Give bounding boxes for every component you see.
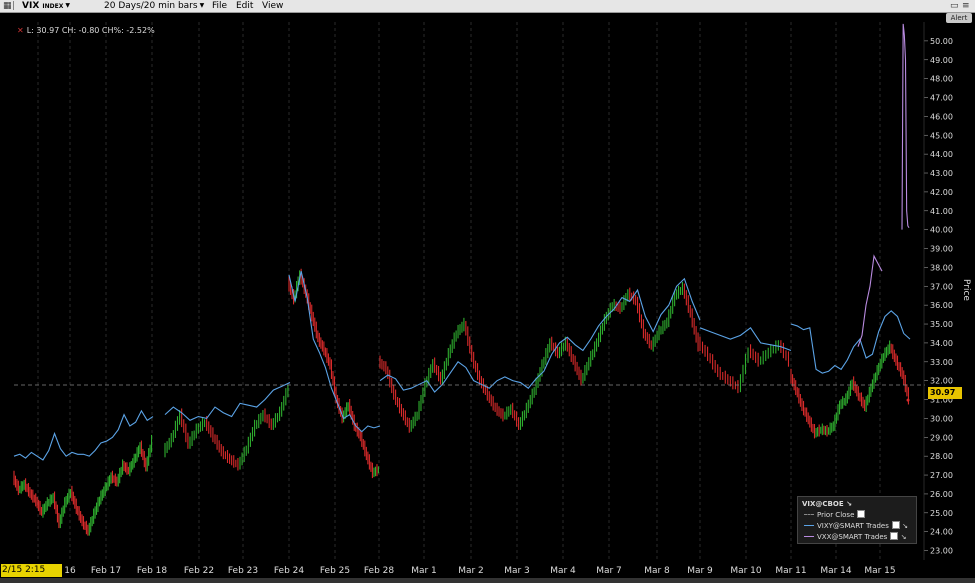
y-tick-label: 31.00 xyxy=(930,396,953,405)
symbol-selector[interactable]: VIX INDEX ▼ xyxy=(22,0,70,13)
toolbar: ▦ | VIX INDEX ▼ 20 Days/20 min bars ▼ File… xyxy=(0,0,975,13)
y-tick-label: 44.00 xyxy=(930,150,953,159)
y-tick-label: 34.00 xyxy=(930,339,953,348)
x-tick-label: Mar 15 xyxy=(864,566,895,576)
x-tick-label: Mar 10 xyxy=(730,566,762,576)
x-tick-label: Feb 25 xyxy=(320,566,350,576)
timeframe-selector[interactable]: 20 Days/20 min bars ▼ xyxy=(104,0,204,12)
checkbox-icon[interactable] xyxy=(857,510,866,518)
status-bar xyxy=(0,578,975,583)
vixy-series-line xyxy=(699,327,792,351)
checkbox-icon[interactable] xyxy=(891,521,900,529)
chevron-down-icon: ▼ xyxy=(65,2,70,9)
legend-label: Prior Close xyxy=(817,511,855,519)
legend-label: VIXY@SMART Trades xyxy=(817,522,889,530)
legend-title-text: VIX@CBOE xyxy=(802,500,844,508)
legend-swatch xyxy=(804,525,814,526)
y-tick-label: 36.00 xyxy=(930,301,953,310)
symbol-suffix: INDEX xyxy=(42,3,64,10)
y-tick-label: 29.00 xyxy=(930,433,953,442)
menu-view[interactable]: View xyxy=(262,1,284,11)
cursor-icon[interactable]: ↘ xyxy=(900,533,907,541)
y-tick-label: 50.00 xyxy=(930,37,953,46)
legend-swatch xyxy=(804,514,814,515)
y-tick-label: 46.00 xyxy=(930,112,953,121)
separator: | xyxy=(12,1,16,11)
last-price-tag: 30.97 xyxy=(928,387,962,399)
timeframe-label: 20 Days/20 min bars xyxy=(104,1,198,11)
y-tick-label: 40.00 xyxy=(930,226,953,235)
x-tick-label: Mar 7 xyxy=(596,566,622,576)
grid-icon[interactable]: ▦ xyxy=(3,1,12,11)
price-readout: ✕ L: 30.97 CH: -0.80 CH%: -2.52% xyxy=(17,26,155,35)
symbol-label: VIX xyxy=(22,1,40,11)
alert-button[interactable]: Alert xyxy=(946,13,972,23)
x-tick-label: Mar 14 xyxy=(820,566,852,576)
x-tick-label: Mar 1 xyxy=(411,566,437,576)
legend-item-vxx[interactable]: VXX@SMART Trades ↘ xyxy=(804,532,906,542)
y-tick-label: 45.00 xyxy=(930,131,953,140)
x-tick-label: Mar 11 xyxy=(775,566,806,576)
readout-text: L: 30.97 CH: -0.80 CH%: -2.52% xyxy=(26,26,155,35)
cursor-icon[interactable]: ↘ xyxy=(902,522,908,530)
legend-label: VXX@SMART Trades xyxy=(817,533,888,541)
y-tick-label: 25.00 xyxy=(930,509,953,518)
legend-item-prior-close[interactable]: Prior Close xyxy=(804,510,866,520)
x-tick-start: 2/15 2:15 xyxy=(1,564,62,577)
vxx-series-line xyxy=(901,23,910,230)
y-tick-label: 35.00 xyxy=(930,320,953,329)
menu-icon[interactable]: ≡ xyxy=(962,1,970,11)
x-tick-label: Feb 28 xyxy=(364,566,395,576)
y-tick-label: 23.00 xyxy=(930,547,953,556)
chevron-down-icon: ▼ xyxy=(199,2,205,9)
x-tick-label: Feb 17 xyxy=(91,566,121,576)
y-tick-label: 41.00 xyxy=(930,207,953,216)
y-axis-title: Price xyxy=(960,279,971,301)
y-tick-label: 33.00 xyxy=(930,358,953,367)
y-tick-label: 43.00 xyxy=(930,169,953,178)
menu-file[interactable]: File xyxy=(212,1,228,11)
x-tick-label: Mar 3 xyxy=(504,566,530,576)
vixy-series-line xyxy=(164,382,291,421)
x-tick-label: Feb 23 xyxy=(228,566,258,576)
y-tick-label: 49.00 xyxy=(930,56,953,65)
y-tick-label: 27.00 xyxy=(930,471,953,480)
y-tick-label: 30.00 xyxy=(930,414,953,423)
x-tick-label: 16 xyxy=(64,566,76,576)
y-tick-label: 26.00 xyxy=(930,490,953,499)
x-tick-label: Feb 22 xyxy=(184,566,214,576)
vxx-series-line xyxy=(857,254,883,347)
x-tick-label: Mar 2 xyxy=(458,566,484,576)
x-tick-label: Feb 24 xyxy=(274,566,305,576)
y-tick-label: 47.00 xyxy=(930,94,953,103)
close-icon[interactable]: ✕ xyxy=(17,26,24,35)
y-tick-label: 42.00 xyxy=(930,188,953,197)
x-tick-label: Mar 9 xyxy=(687,566,713,576)
menu-edit[interactable]: Edit xyxy=(236,1,254,11)
y-tick-label: 24.00 xyxy=(930,528,953,537)
x-tick-label: Mar 4 xyxy=(550,566,576,576)
window-icon[interactable]: ▭ xyxy=(950,1,959,11)
legend-item-vixy[interactable]: VIXY@SMART Trades ↘ xyxy=(804,521,908,531)
last-price-dot xyxy=(906,398,910,402)
vixy-series-line xyxy=(288,271,381,433)
x-tick-label: Feb 18 xyxy=(137,566,168,576)
cursor-icon[interactable]: ↘ xyxy=(846,500,852,508)
y-tick-label: 39.00 xyxy=(930,245,953,254)
y-tick-label: 28.00 xyxy=(930,452,953,461)
legend-swatch xyxy=(804,536,814,537)
legend-title: VIX@CBOE ↘ xyxy=(802,500,852,508)
checkbox-icon[interactable] xyxy=(890,532,899,540)
y-tick-label: 48.00 xyxy=(930,75,953,84)
x-tick-label: Mar 8 xyxy=(644,566,670,576)
vixy-series-line xyxy=(379,277,701,393)
vixy-series-line xyxy=(790,310,911,374)
y-tick-label: 32.00 xyxy=(930,377,953,386)
y-tick-label: 38.00 xyxy=(930,263,953,272)
y-tick-label: 37.00 xyxy=(930,282,953,291)
legend: VIX@CBOE ↘ Prior Close VIXY@SMART Trades… xyxy=(797,496,917,544)
vixy-series-line xyxy=(13,409,154,461)
